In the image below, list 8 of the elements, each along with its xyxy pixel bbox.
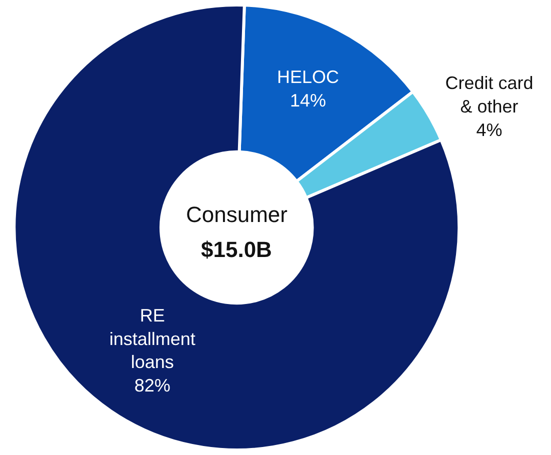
data-label: 4% xyxy=(476,120,502,140)
data-label: 82% xyxy=(134,376,170,396)
slice-label: HELOC xyxy=(276,67,339,87)
slice-label: RE installment loans xyxy=(109,305,196,372)
text: $15.0B xyxy=(201,237,272,262)
text: Consumer xyxy=(186,202,288,227)
slice-label: Credit card & other xyxy=(445,72,534,116)
data-label: 14% xyxy=(290,90,326,110)
